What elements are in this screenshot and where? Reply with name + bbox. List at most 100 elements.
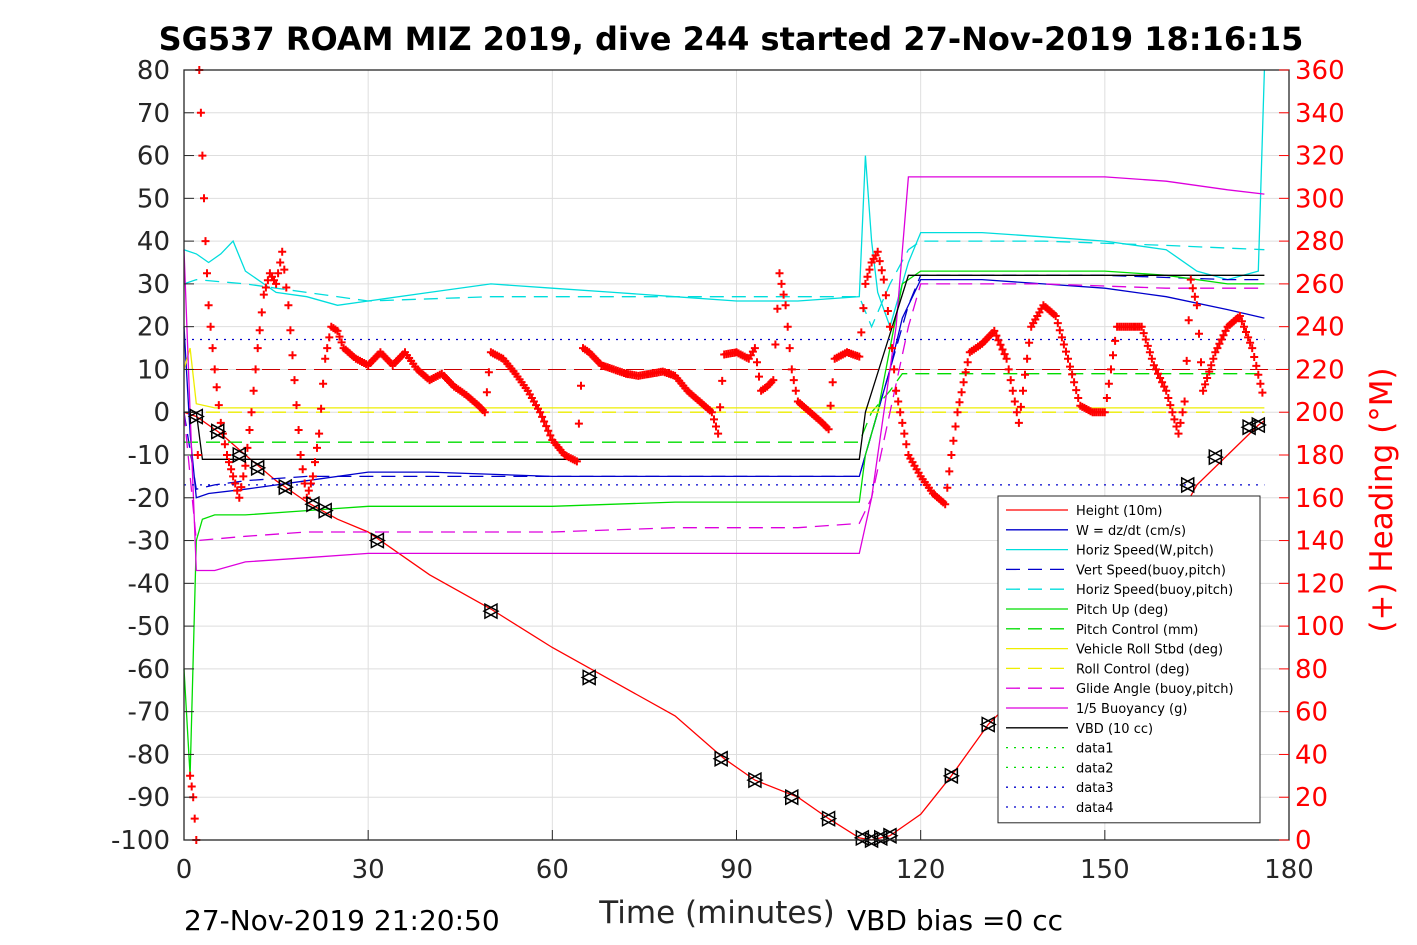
heading-point	[227, 465, 236, 474]
heading-point	[212, 383, 221, 392]
heading-point	[865, 265, 874, 274]
heading-point	[308, 472, 317, 481]
left-tick-label: 40	[137, 227, 170, 257]
x-tick-label: 90	[720, 855, 753, 885]
heading-point	[707, 408, 716, 417]
heading-point	[898, 418, 907, 427]
heading-point	[955, 398, 964, 407]
right-tick-label: 80	[1295, 655, 1328, 685]
chart-title: SG537 ROAM MIZ 2019, dive 244 started 27…	[159, 20, 1304, 58]
heading-point	[245, 426, 254, 434]
heading-point	[714, 429, 723, 438]
heading-point	[716, 403, 725, 412]
heading-point	[306, 479, 315, 488]
heading-point	[276, 258, 285, 267]
heading-point	[773, 304, 782, 313]
heading-point	[231, 479, 240, 488]
heading-point	[1250, 353, 1259, 361]
heading-point	[894, 397, 903, 406]
heading-point	[1197, 358, 1205, 367]
heading-point	[1059, 340, 1068, 349]
heading-point	[890, 365, 899, 374]
right-axis-label: (+) Heading (°M)	[1364, 367, 1400, 632]
heading-point	[998, 345, 1007, 354]
heading-point	[480, 408, 489, 417]
right-axis-ticks: 3603403203002802602402202001801601401201…	[1279, 56, 1345, 856]
heading-point	[857, 328, 866, 337]
heading-point	[1149, 361, 1158, 370]
x-tick-label: 60	[536, 855, 569, 885]
heading-point	[284, 301, 293, 310]
heading-point	[1062, 347, 1070, 356]
heading-point	[220, 440, 229, 449]
heading-point	[1180, 397, 1189, 406]
left-tick-label: 60	[137, 142, 170, 172]
heading-point	[1199, 386, 1208, 395]
left-tick-label: -40	[128, 569, 170, 599]
heading-point	[1010, 397, 1019, 406]
heading-point	[572, 457, 581, 466]
heading-point	[1019, 386, 1027, 395]
heading-point	[333, 326, 342, 335]
height-marker	[820, 810, 838, 827]
height-markers	[187, 408, 1267, 849]
heading-point	[203, 269, 211, 278]
legend-label: Vert Speed(buoy,pitch)	[1076, 563, 1226, 578]
right-tick-label: 0	[1295, 826, 1312, 856]
heading-point	[298, 465, 307, 474]
heading-point	[1074, 394, 1083, 402]
height-marker	[1179, 476, 1197, 494]
left-tick-label: 30	[137, 270, 170, 300]
heading-point	[296, 451, 305, 459]
heading-point	[1176, 418, 1185, 427]
heading-point	[769, 376, 778, 385]
heading-point	[1137, 322, 1146, 331]
height-marker	[580, 669, 598, 686]
heading-point	[1023, 354, 1032, 363]
legend-label: W = dz/dt (cm/s)	[1076, 524, 1186, 539]
left-tick-label: -80	[128, 740, 170, 770]
x-tick-label: 150	[1080, 855, 1130, 885]
heading-point	[1207, 361, 1216, 370]
heading-point	[280, 265, 289, 274]
heading-point	[482, 388, 491, 397]
legend-box	[997, 495, 1261, 824]
heading-point	[1072, 386, 1081, 395]
heading-point	[1158, 378, 1167, 387]
heading-point	[1141, 335, 1150, 344]
heading-point	[881, 291, 890, 300]
left-tick-label: -100	[111, 826, 170, 856]
heading-point	[1025, 338, 1034, 347]
heading-point	[828, 378, 837, 387]
heading-point	[873, 247, 882, 256]
heading-series	[186, 66, 1267, 844]
heading-point	[1055, 326, 1064, 335]
heading-point	[577, 381, 585, 390]
right-tick-label: 220	[1295, 355, 1345, 385]
heading-point	[896, 408, 905, 417]
legend-label: data4	[1076, 801, 1114, 816]
height-marker	[316, 502, 334, 519]
series-line-5	[183, 270, 1265, 776]
heading-point	[1021, 370, 1029, 379]
series-line-11	[184, 274, 1265, 460]
heading-point	[996, 340, 1005, 349]
heading-point	[214, 401, 223, 410]
left-tick-label: 50	[137, 184, 170, 214]
heading-point	[1182, 356, 1191, 365]
heading-point	[781, 301, 790, 310]
heading-point	[251, 365, 260, 374]
x-tick-label: 30	[352, 855, 385, 885]
series-line-2	[183, 69, 1266, 329]
heading-point	[304, 486, 313, 495]
heading-point	[1102, 394, 1111, 402]
heading-point	[1254, 370, 1263, 379]
heading-point	[292, 401, 301, 410]
heading-point	[1258, 388, 1267, 397]
heading-point	[237, 483, 246, 492]
heading-point	[193, 451, 202, 459]
x-tick-label: 180	[1264, 855, 1314, 885]
heading-point	[1252, 361, 1261, 370]
heading-point	[235, 493, 244, 502]
heading-point	[290, 376, 299, 385]
